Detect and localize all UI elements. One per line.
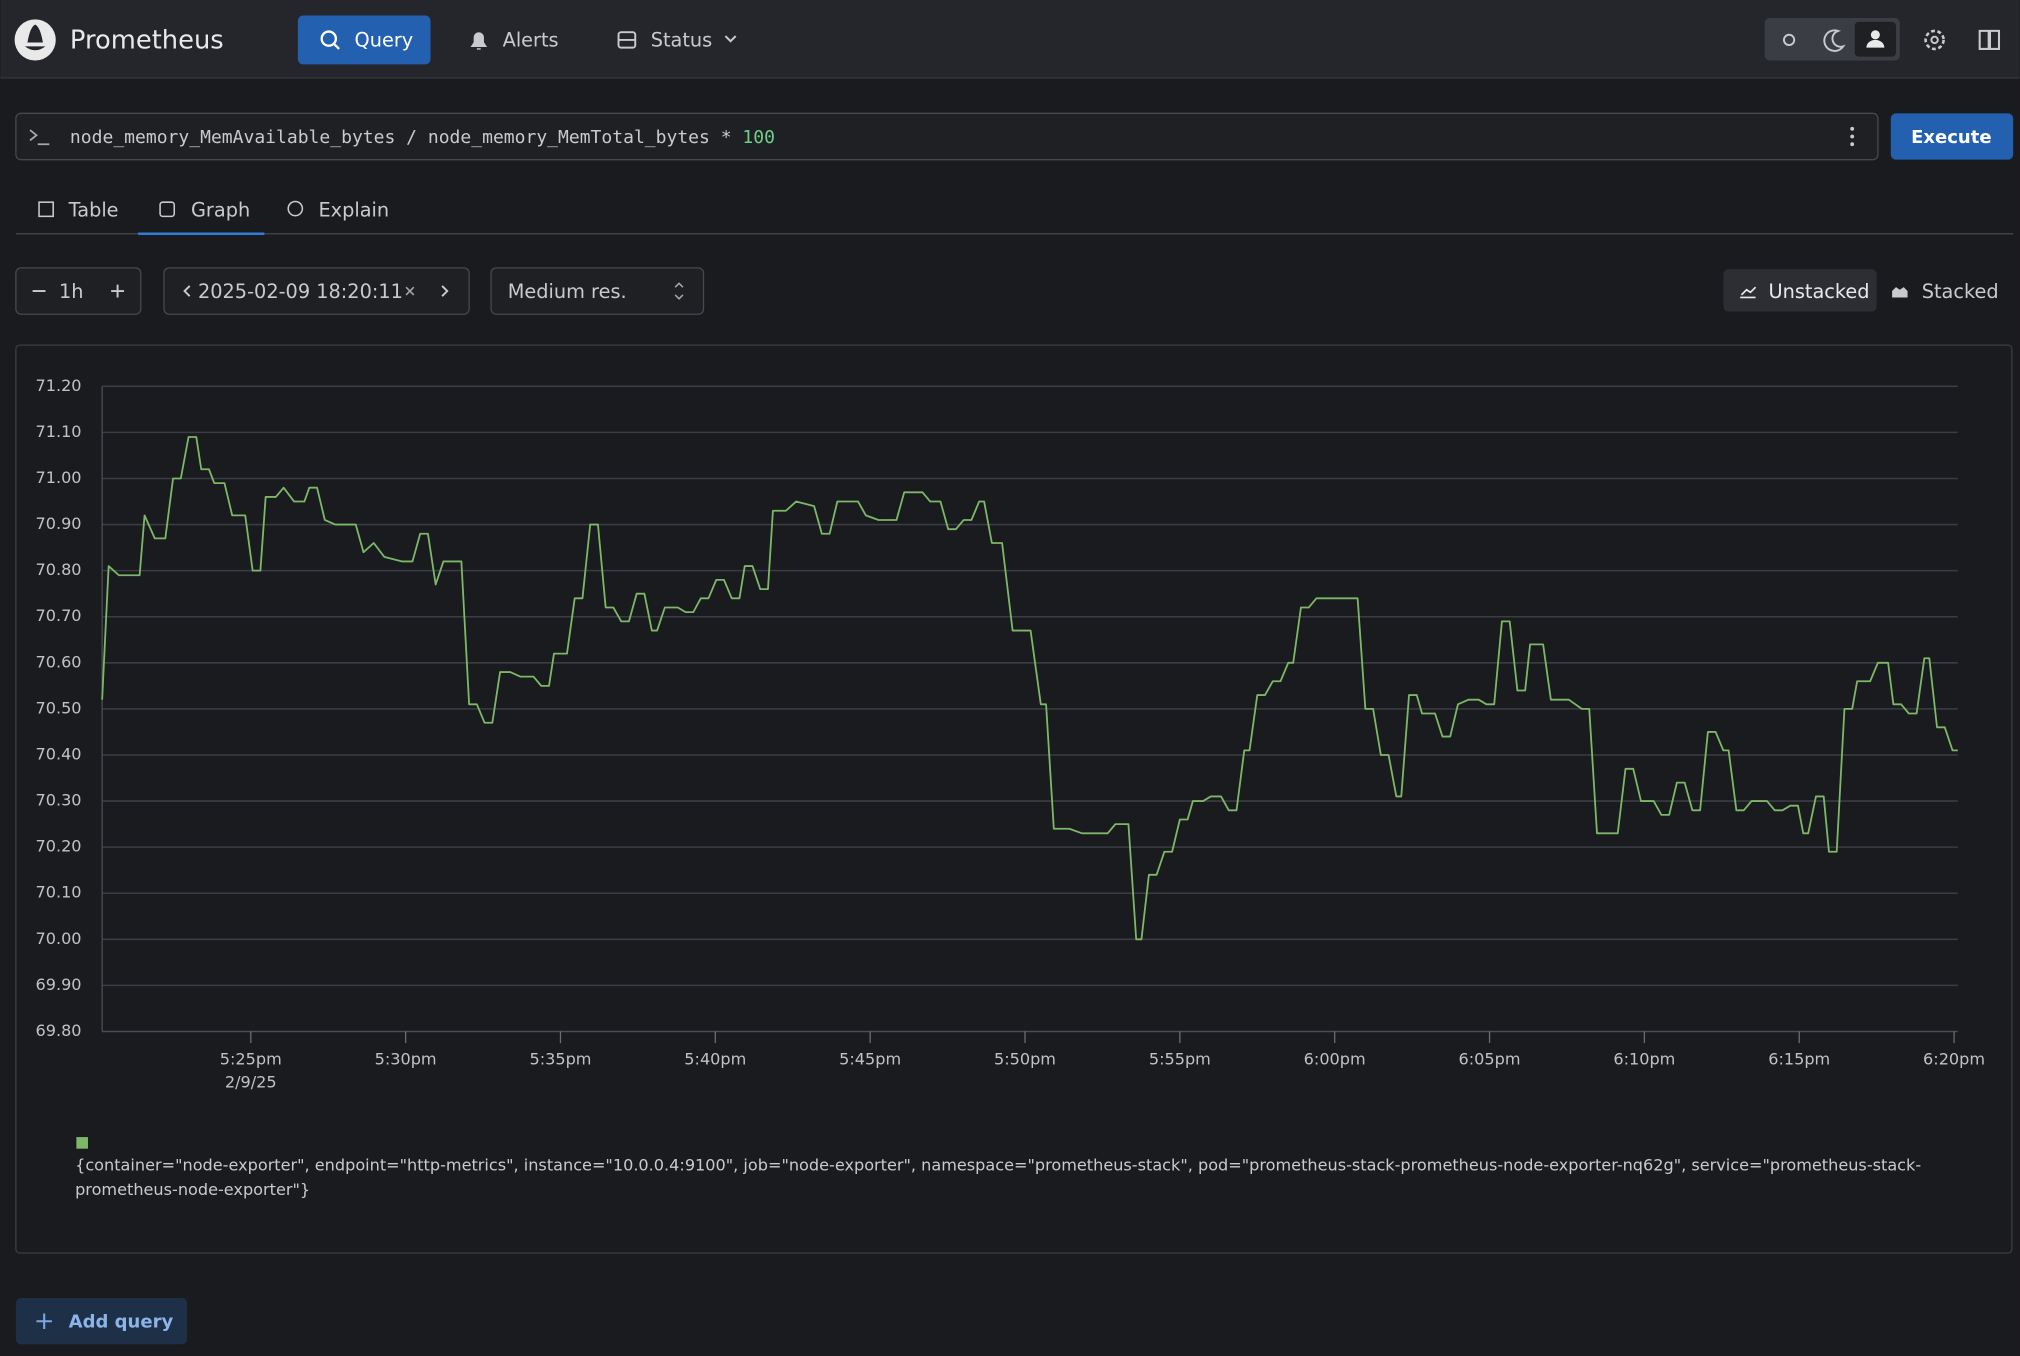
settings-icon-center bbox=[1930, 35, 1939, 45]
end-time-control bbox=[163, 267, 470, 315]
stacked-icon bbox=[1892, 287, 1908, 298]
y-tick-label: 70.20 bbox=[36, 837, 82, 856]
logo-flame bbox=[24, 24, 46, 51]
query-expression-number: 100 bbox=[742, 127, 775, 148]
settings-icon[interactable] bbox=[1924, 29, 1945, 51]
nav-query[interactable] bbox=[297, 15, 431, 65]
graph-icon bbox=[159, 201, 176, 218]
tab-explain[interactable]: Explain bbox=[318, 199, 389, 222]
y-tick-label: 70.50 bbox=[36, 698, 82, 717]
x-tick-label: 5:55pm bbox=[1149, 1049, 1211, 1068]
y-tick-label: 70.90 bbox=[36, 514, 82, 533]
add-query-button[interactable] bbox=[15, 1298, 188, 1345]
resolution-select[interactable] bbox=[490, 267, 705, 315]
x-tick-label: 6:15pm bbox=[1768, 1049, 1830, 1068]
docs-icon[interactable] bbox=[1978, 29, 2001, 50]
theme-auto-icon bbox=[1870, 30, 1880, 40]
y-tick-label: 69.80 bbox=[36, 1021, 82, 1040]
nav-status[interactable]: Status bbox=[651, 29, 712, 52]
x-tick-label: 5:25pm bbox=[220, 1049, 282, 1068]
x-tick-label: 5:40pm bbox=[684, 1049, 746, 1068]
clear-time[interactable] bbox=[405, 286, 415, 296]
status-chevron bbox=[724, 35, 737, 43]
brand[interactable]: Prometheus bbox=[70, 26, 224, 56]
plot: 69.80 69.90 70.00 70.10 70.20 70.30 70.40 70.50… bbox=[36, 376, 1986, 1092]
legend-swatch[interactable] bbox=[76, 1137, 88, 1149]
time-forward[interactable] bbox=[441, 285, 449, 297]
x-tick-label: 5:30pm bbox=[375, 1049, 437, 1068]
legend-entry[interactable]: {container="node-exporter", endpoint="ht… bbox=[75, 1155, 1922, 1199]
graph-panel bbox=[15, 344, 2013, 1254]
nav-alerts[interactable]: Alerts bbox=[503, 29, 559, 52]
x-tick-label: 5:50pm bbox=[994, 1049, 1056, 1068]
y-tick-label: 69.90 bbox=[36, 975, 82, 994]
series-line bbox=[101, 436, 1958, 941]
y-tick-label: 70.30 bbox=[36, 791, 82, 810]
bell-icon bbox=[470, 32, 488, 50]
execute-label[interactable]: Execute bbox=[1911, 127, 1991, 148]
y-tick-label: 70.40 bbox=[36, 744, 82, 763]
execute-button[interactable] bbox=[1890, 113, 2014, 160]
x-tick-label: 6:10pm bbox=[1613, 1049, 1675, 1068]
query-menu[interactable] bbox=[1850, 126, 1855, 147]
theme-auto-icon-body bbox=[1866, 39, 1885, 48]
x-tick-label: 6:00pm bbox=[1304, 1049, 1366, 1068]
prompt-icon bbox=[29, 129, 50, 146]
y-tick-label: 70.80 bbox=[36, 560, 82, 579]
tab-table[interactable]: Table bbox=[68, 199, 119, 222]
y-tick-label: 70.10 bbox=[36, 883, 82, 902]
y-tick-label: 70.60 bbox=[36, 652, 82, 671]
time-back[interactable] bbox=[183, 285, 191, 297]
x-tick-label: 5:35pm bbox=[529, 1049, 591, 1068]
add-query-label[interactable]: Add query bbox=[69, 1312, 174, 1333]
search-icon bbox=[320, 30, 338, 47]
unstacked-label[interactable]: Unstacked bbox=[1768, 280, 1869, 303]
x-tick-label: 6:20pm bbox=[1923, 1049, 1985, 1068]
resolution[interactable]: Medium res. bbox=[508, 280, 627, 303]
add-icon bbox=[36, 1313, 52, 1329]
range-control bbox=[15, 267, 142, 315]
x-tick-label: 5:45pm bbox=[839, 1049, 901, 1068]
y-tick-label: 71.10 bbox=[36, 422, 82, 441]
theme-light[interactable] bbox=[1782, 33, 1796, 47]
table-icon bbox=[38, 201, 54, 218]
unstacked-icon bbox=[1740, 286, 1757, 299]
query-expression[interactable]: node_memory_MemAvailable_bytes / node_me… bbox=[70, 127, 775, 148]
end-time[interactable]: 2025-02-09 18:20:11 bbox=[198, 280, 403, 303]
stacked-label[interactable]: Stacked bbox=[1922, 280, 1999, 303]
range-increase[interactable] bbox=[111, 284, 125, 298]
query-expression-text: node_memory_MemAvailable_bytes / node_me… bbox=[70, 127, 732, 148]
select-arrows bbox=[674, 282, 684, 300]
y-tick-label: 70.00 bbox=[36, 929, 82, 948]
unstacked-button[interactable] bbox=[1723, 269, 1877, 312]
y-tick-label: 71.00 bbox=[36, 468, 82, 487]
tab-graph[interactable]: Graph bbox=[191, 199, 250, 222]
x-date-label: 2/9/25 bbox=[225, 1072, 277, 1091]
range-value[interactable]: 1h bbox=[59, 280, 84, 303]
search-icon-handle bbox=[333, 42, 340, 50]
legend: {container="node-exporter", endpoint="ht… bbox=[75, 1155, 1922, 1199]
x-tick-label: 6:05pm bbox=[1459, 1049, 1521, 1068]
y-tick-label: 71.20 bbox=[36, 376, 82, 395]
theme-dark[interactable] bbox=[1823, 29, 1846, 52]
nav-query-label[interactable]: Query bbox=[355, 29, 414, 52]
query-input[interactable] bbox=[15, 112, 1879, 161]
explain-icon bbox=[287, 200, 304, 217]
y-tick-label: 70.70 bbox=[36, 606, 82, 625]
